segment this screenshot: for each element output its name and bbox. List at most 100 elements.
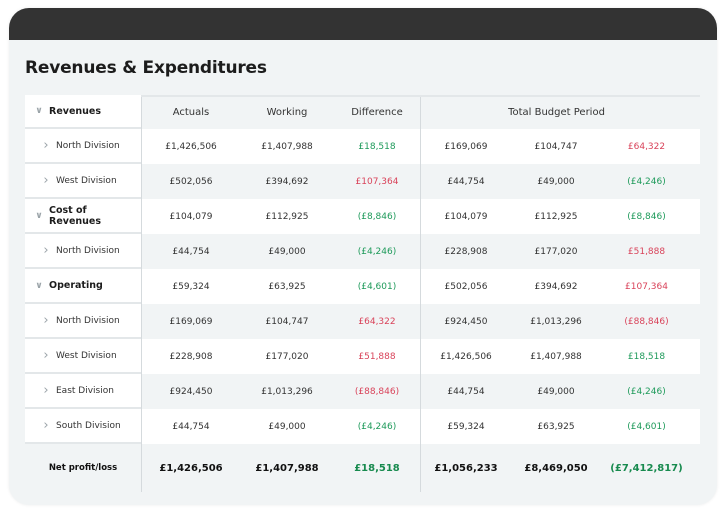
row-expand-toggle[interactable]: › South Division [25,409,141,444]
chevron-down-icon: ∨ [35,210,43,221]
column-header-actuals: Actuals [172,106,210,118]
table-cell: £1,426,506 [165,141,217,152]
row-label: North Division [56,315,120,326]
row-group-toggle[interactable]: ∨ Revenues [25,95,141,129]
table-cell: £394,692 [265,176,309,187]
net-total-cell: £8,469,050 [524,462,588,474]
table-cell: £107,364 [334,164,421,199]
column-header-difference: Difference [334,95,421,129]
table-cell: £49,000 [537,386,575,397]
chevron-right-icon: › [43,383,49,398]
table-cell: £59,324 [172,281,210,292]
chevron-right-icon: › [43,348,49,363]
table-cell: £18,518 [627,351,666,362]
table-cell: (£88,846) [334,374,421,409]
table-cell: £394,692 [534,281,578,292]
table-cell: £104,747 [265,316,309,327]
table-cell: £177,020 [265,351,309,362]
table-cell: £502,056 [444,281,488,292]
row-expand-toggle[interactable]: › North Division [25,234,141,269]
table-row: › North Division £1,426,506 £1,407,988 £18,5… [25,129,700,164]
chevron-right-icon: › [43,243,49,258]
row-group-toggle[interactable]: ∨ Cost of Revenues [25,199,141,234]
table-cell: £104,747 [534,141,578,152]
net-total-cell: £18,518 [334,444,421,492]
row-label: West Division [56,350,117,361]
table-cell: £228,908 [169,351,213,362]
table-cell: (£8,846) [627,211,666,222]
table-row: › North Division £44,754 £49,000 (£4,246) £22… [25,234,700,269]
table-cell: (£4,246) [334,409,421,444]
row-label: Operating [49,280,103,291]
table-cell: £502,056 [169,176,213,187]
table-cell: £112,925 [265,211,309,222]
net-total-cell: (£7,412,817) [610,462,683,474]
table-cell: £63,925 [537,421,575,432]
net-profit-label: Net profit/loss [25,444,141,492]
table-cell: £63,925 [268,281,306,292]
table-row: ∨ Cost of Revenues £104,079 £112,925 (£8,846… [25,199,700,234]
row-label: North Division [56,245,120,256]
row-label: Revenues [49,105,102,117]
table-cell: (£4,601) [627,421,666,432]
revenues-card: Revenues & Expenditures ∨ Revenues Actuals… [9,8,717,505]
table-cell: £51,888 [627,246,666,257]
row-expand-toggle[interactable]: › East Division [25,374,141,409]
chevron-right-icon: › [43,138,49,153]
table-cell: £1,407,988 [530,351,582,362]
table-cell: (£4,601) [334,269,421,304]
table-cell: (£4,246) [627,176,666,187]
row-expand-toggle[interactable]: › West Division [25,164,141,199]
table-cell: £228,908 [444,246,488,257]
window-top-bar [9,8,717,40]
revenues-table: ∨ Revenues Actuals Working Difference Total B… [25,95,700,492]
table-cell: £44,754 [447,176,485,187]
table-row: › West Division £502,056 £394,692 £107,364 £4… [25,164,700,199]
chevron-down-icon: ∨ [35,280,43,291]
net-total-cell: £1,426,506 [159,462,223,474]
table-cell: £64,322 [334,304,421,339]
row-group-toggle[interactable]: ∨ Operating [25,269,141,304]
row-label: North Division [56,140,120,151]
table-cell: (£88,846) [624,316,669,327]
chevron-down-icon: ∨ [35,106,43,116]
table-cell: £104,079 [444,211,488,222]
row-label: South Division [56,420,121,431]
table-cell: £1,013,296 [530,316,582,327]
table-header-row: ∨ Revenues Actuals Working Difference Total B… [25,95,700,129]
table-cell: £112,925 [534,211,578,222]
net-profit-row: Net profit/loss £1,426,506 £1,407,988 £18,5… [25,444,700,492]
table-cell: £169,069 [444,141,488,152]
table-row: › North Division £169,069 £104,747 £64,322 £9… [25,304,700,339]
table-cell: £924,450 [444,316,488,327]
page-title: Revenues & Expenditures [25,58,267,78]
divider [141,95,700,97]
table-cell: (£4,246) [334,234,421,269]
row-label: East Division [56,385,114,396]
table-cell: £104,079 [169,211,213,222]
chevron-right-icon: › [43,418,49,433]
table-cell: £1,013,296 [261,386,313,397]
net-total-cell: £1,056,233 [434,462,498,474]
table-row: › South Division £44,754 £49,000 (£4,246) £59… [25,409,700,444]
table-cell: £49,000 [268,246,306,257]
table-cell: £1,426,506 [440,351,492,362]
row-expand-toggle[interactable]: › North Division [25,129,141,164]
column-header-working: Working [266,106,308,118]
table-cell: £49,000 [537,176,575,187]
table-cell: £1,407,988 [261,141,313,152]
chevron-right-icon: › [43,313,49,328]
table-cell: £169,069 [169,316,213,327]
table-cell: (£4,246) [627,386,666,397]
table-cell: £59,324 [447,421,485,432]
table-row: ∨ Operating £59,324 £63,925 (£4,601) £502,056… [25,269,700,304]
table-cell: £51,888 [334,339,421,374]
table-row: › West Division £228,908 £177,020 £51,888 £1,… [25,339,700,374]
row-expand-toggle[interactable]: › West Division [25,339,141,374]
table-cell: £44,754 [172,421,210,432]
row-label: West Division [56,175,117,186]
table-cell: £107,364 [625,281,668,292]
row-expand-toggle[interactable]: › North Division [25,304,141,339]
net-total-cell: £1,407,988 [255,462,319,474]
row-label: Cost of Revenues [49,204,102,227]
